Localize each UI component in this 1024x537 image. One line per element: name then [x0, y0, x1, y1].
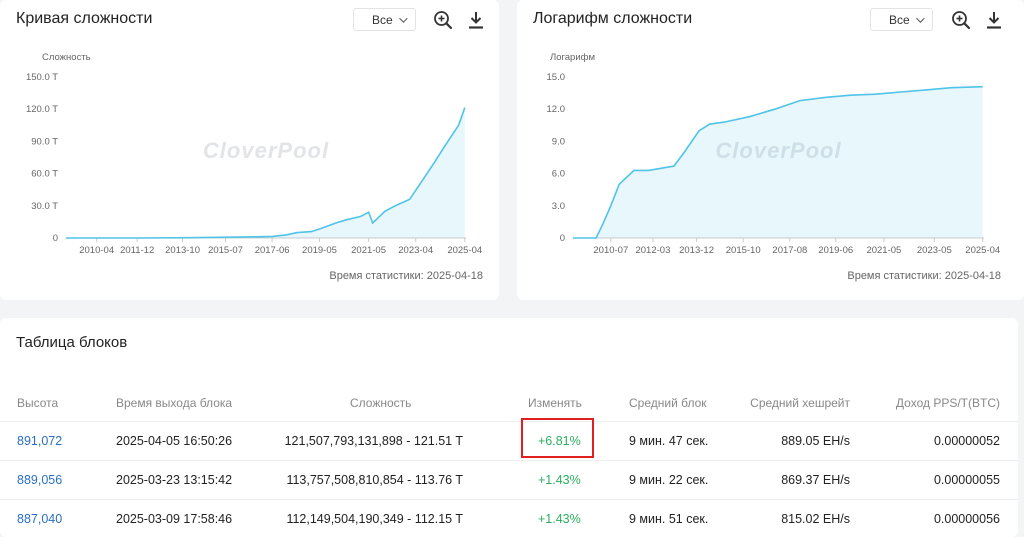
col-pps[interactable]: Доход PPS/T(BTC) — [895, 396, 1000, 410]
chevron-down-icon — [398, 13, 408, 23]
y-axis-label: Сложность — [42, 52, 91, 63]
stat-time: Время статистики: 2025-04-18 — [847, 270, 1001, 282]
x-tick-label: 2011-12 — [120, 245, 154, 256]
y-tick-label: 60.0 T — [31, 169, 58, 180]
series-line — [573, 85, 983, 239]
y-tick-label: 120.0 T — [26, 104, 58, 115]
avg-block-time: 9 мин. 22 сек. — [629, 473, 709, 487]
x-tick-label: 2021-05 — [866, 245, 901, 256]
block-height-link[interactable]: 889,056 — [17, 473, 63, 487]
zoom-in-icon[interactable] — [951, 10, 971, 30]
y-tick-label: 12.0 — [547, 104, 566, 115]
y-tick-label: 15.0 — [547, 72, 566, 83]
x-tick-label: 2017-08 — [772, 245, 807, 256]
difficulty-chart: Сложность CloverPool 0 30.0 T 60.0 T 90.0 T 1… — [26, 52, 482, 256]
series-area — [66, 107, 465, 238]
col-change[interactable]: Изменять — [528, 396, 582, 410]
x-tick-label: 2019-05 — [302, 245, 337, 256]
stat-time: Время статистики: 2025-04-18 — [329, 270, 483, 282]
pps-income: 0.00000055 — [933, 473, 1000, 487]
y-tick-label: 150.0 T — [26, 72, 58, 83]
y-tick-label: 90.0 T — [31, 136, 58, 147]
range-select-value: Все — [889, 12, 910, 27]
zoom-in-icon[interactable] — [433, 10, 453, 30]
x-tick-label: 2023-04 — [398, 245, 433, 256]
pps-income: 0.00000056 — [933, 512, 1000, 526]
table-title: Таблица блоков — [16, 334, 128, 351]
x-tick-label: 2012-03 — [635, 245, 670, 256]
blocks-table-card: Таблица блоков Высота Время выхода блока… — [0, 318, 1018, 537]
y-axis-label: Логарифм — [550, 52, 595, 63]
block-height-link[interactable]: 887,040 — [17, 512, 63, 526]
block-time: 2025-03-09 17:58:46 — [116, 512, 233, 526]
difficulty-change: +6.81% — [538, 434, 581, 448]
x-tick-label: 2025-04 — [965, 245, 1000, 256]
range-select[interactable]: Все — [870, 8, 933, 31]
x-tick-label: 2015-10 — [726, 245, 761, 256]
block-difficulty: 113,757,508,810,854 - 113.76 T — [286, 473, 463, 487]
difficulty-curve-title: Кривая сложности — [16, 10, 153, 27]
x-tick-label: 2017-06 — [255, 245, 290, 256]
avg-hashrate: 815.02 EH/s — [781, 512, 850, 526]
block-time: 2025-03-23 13:15:42 — [116, 473, 233, 487]
col-avg-block[interactable]: Средний блок — [629, 396, 707, 410]
table-row: 891,072 2025-04-05 16:50:26 121,507,793,… — [0, 422, 1018, 461]
series-area — [573, 86, 983, 238]
block-time: 2025-04-05 16:50:26 — [116, 434, 233, 448]
x-tick-label: 2013-12 — [679, 245, 714, 256]
x-tick-label: 2013-10 — [165, 245, 200, 256]
y-tick-label: 3.0 — [552, 201, 565, 212]
y-tick-label: 9.0 — [552, 136, 565, 147]
divider — [0, 421, 1018, 422]
y-tick-label: 0 — [53, 233, 58, 244]
y-tick-label: 30.0 T — [31, 201, 58, 212]
range-select-value: Все — [372, 12, 393, 27]
block-difficulty: 112,149,504,190,349 - 112.15 T — [286, 512, 463, 526]
difficulty-curve-card: Кривая сложности Все Сложность CloverPoo… — [0, 0, 499, 300]
col-height[interactable]: Высота — [17, 396, 59, 410]
col-block-time[interactable]: Время выхода блока — [116, 396, 233, 410]
download-icon[interactable] — [466, 10, 486, 30]
col-difficulty[interactable]: Сложность — [350, 396, 412, 410]
x-tick-label: 2010-04 — [79, 245, 114, 256]
pps-income: 0.00000052 — [933, 434, 1000, 448]
x-tick-label: 2019-06 — [818, 245, 853, 256]
y-tick-label: 0 — [560, 233, 565, 244]
avg-hashrate: 869.37 EH/s — [781, 473, 850, 487]
highlight-box — [521, 418, 594, 458]
avg-block-time: 9 мин. 47 сек. — [629, 434, 709, 448]
log-difficulty-chart: Логарифм CloverPool 0 3.0 6.0 9.0 12.0 15.0 201… — [547, 52, 1001, 256]
watermark: CloverPool — [203, 138, 329, 163]
x-tick-label: 2010-07 — [593, 245, 628, 256]
x-tick-label: 2025-04 — [447, 245, 482, 256]
col-avg-hashrate[interactable]: Средний хешрейт — [750, 396, 850, 410]
difficulty-log-title: Логарифм сложности — [533, 10, 693, 27]
avg-hashrate: 889.05 EH/s — [781, 434, 850, 448]
watermark: CloverPool — [715, 138, 841, 163]
y-tick-label: 6.0 — [552, 169, 565, 180]
difficulty-change: +1.43% — [538, 473, 581, 487]
block-height-link[interactable]: 891,072 — [17, 434, 63, 448]
x-tick-label: 2015-07 — [208, 245, 243, 256]
download-icon[interactable] — [984, 10, 1004, 30]
difficulty-change: +1.43% — [538, 512, 581, 526]
table-row: 887,040 2025-03-09 17:58:46 112,149,504,… — [0, 500, 1018, 537]
x-tick-label: 2023-05 — [917, 245, 952, 256]
table-row: 889,056 2025-03-23 13:15:42 113,757,508,… — [0, 461, 1018, 500]
avg-block-time: 9 мин. 51 сек. — [629, 512, 709, 526]
difficulty-log-card: Логарифм сложности Все Логарифм CloverPo… — [517, 0, 1024, 300]
x-tick-label: 2021-05 — [351, 245, 386, 256]
series-line — [66, 107, 466, 239]
block-difficulty: 121,507,793,131,898 - 121.51 T — [284, 434, 463, 448]
range-select[interactable]: Все — [353, 8, 416, 31]
chevron-down-icon — [915, 13, 925, 23]
